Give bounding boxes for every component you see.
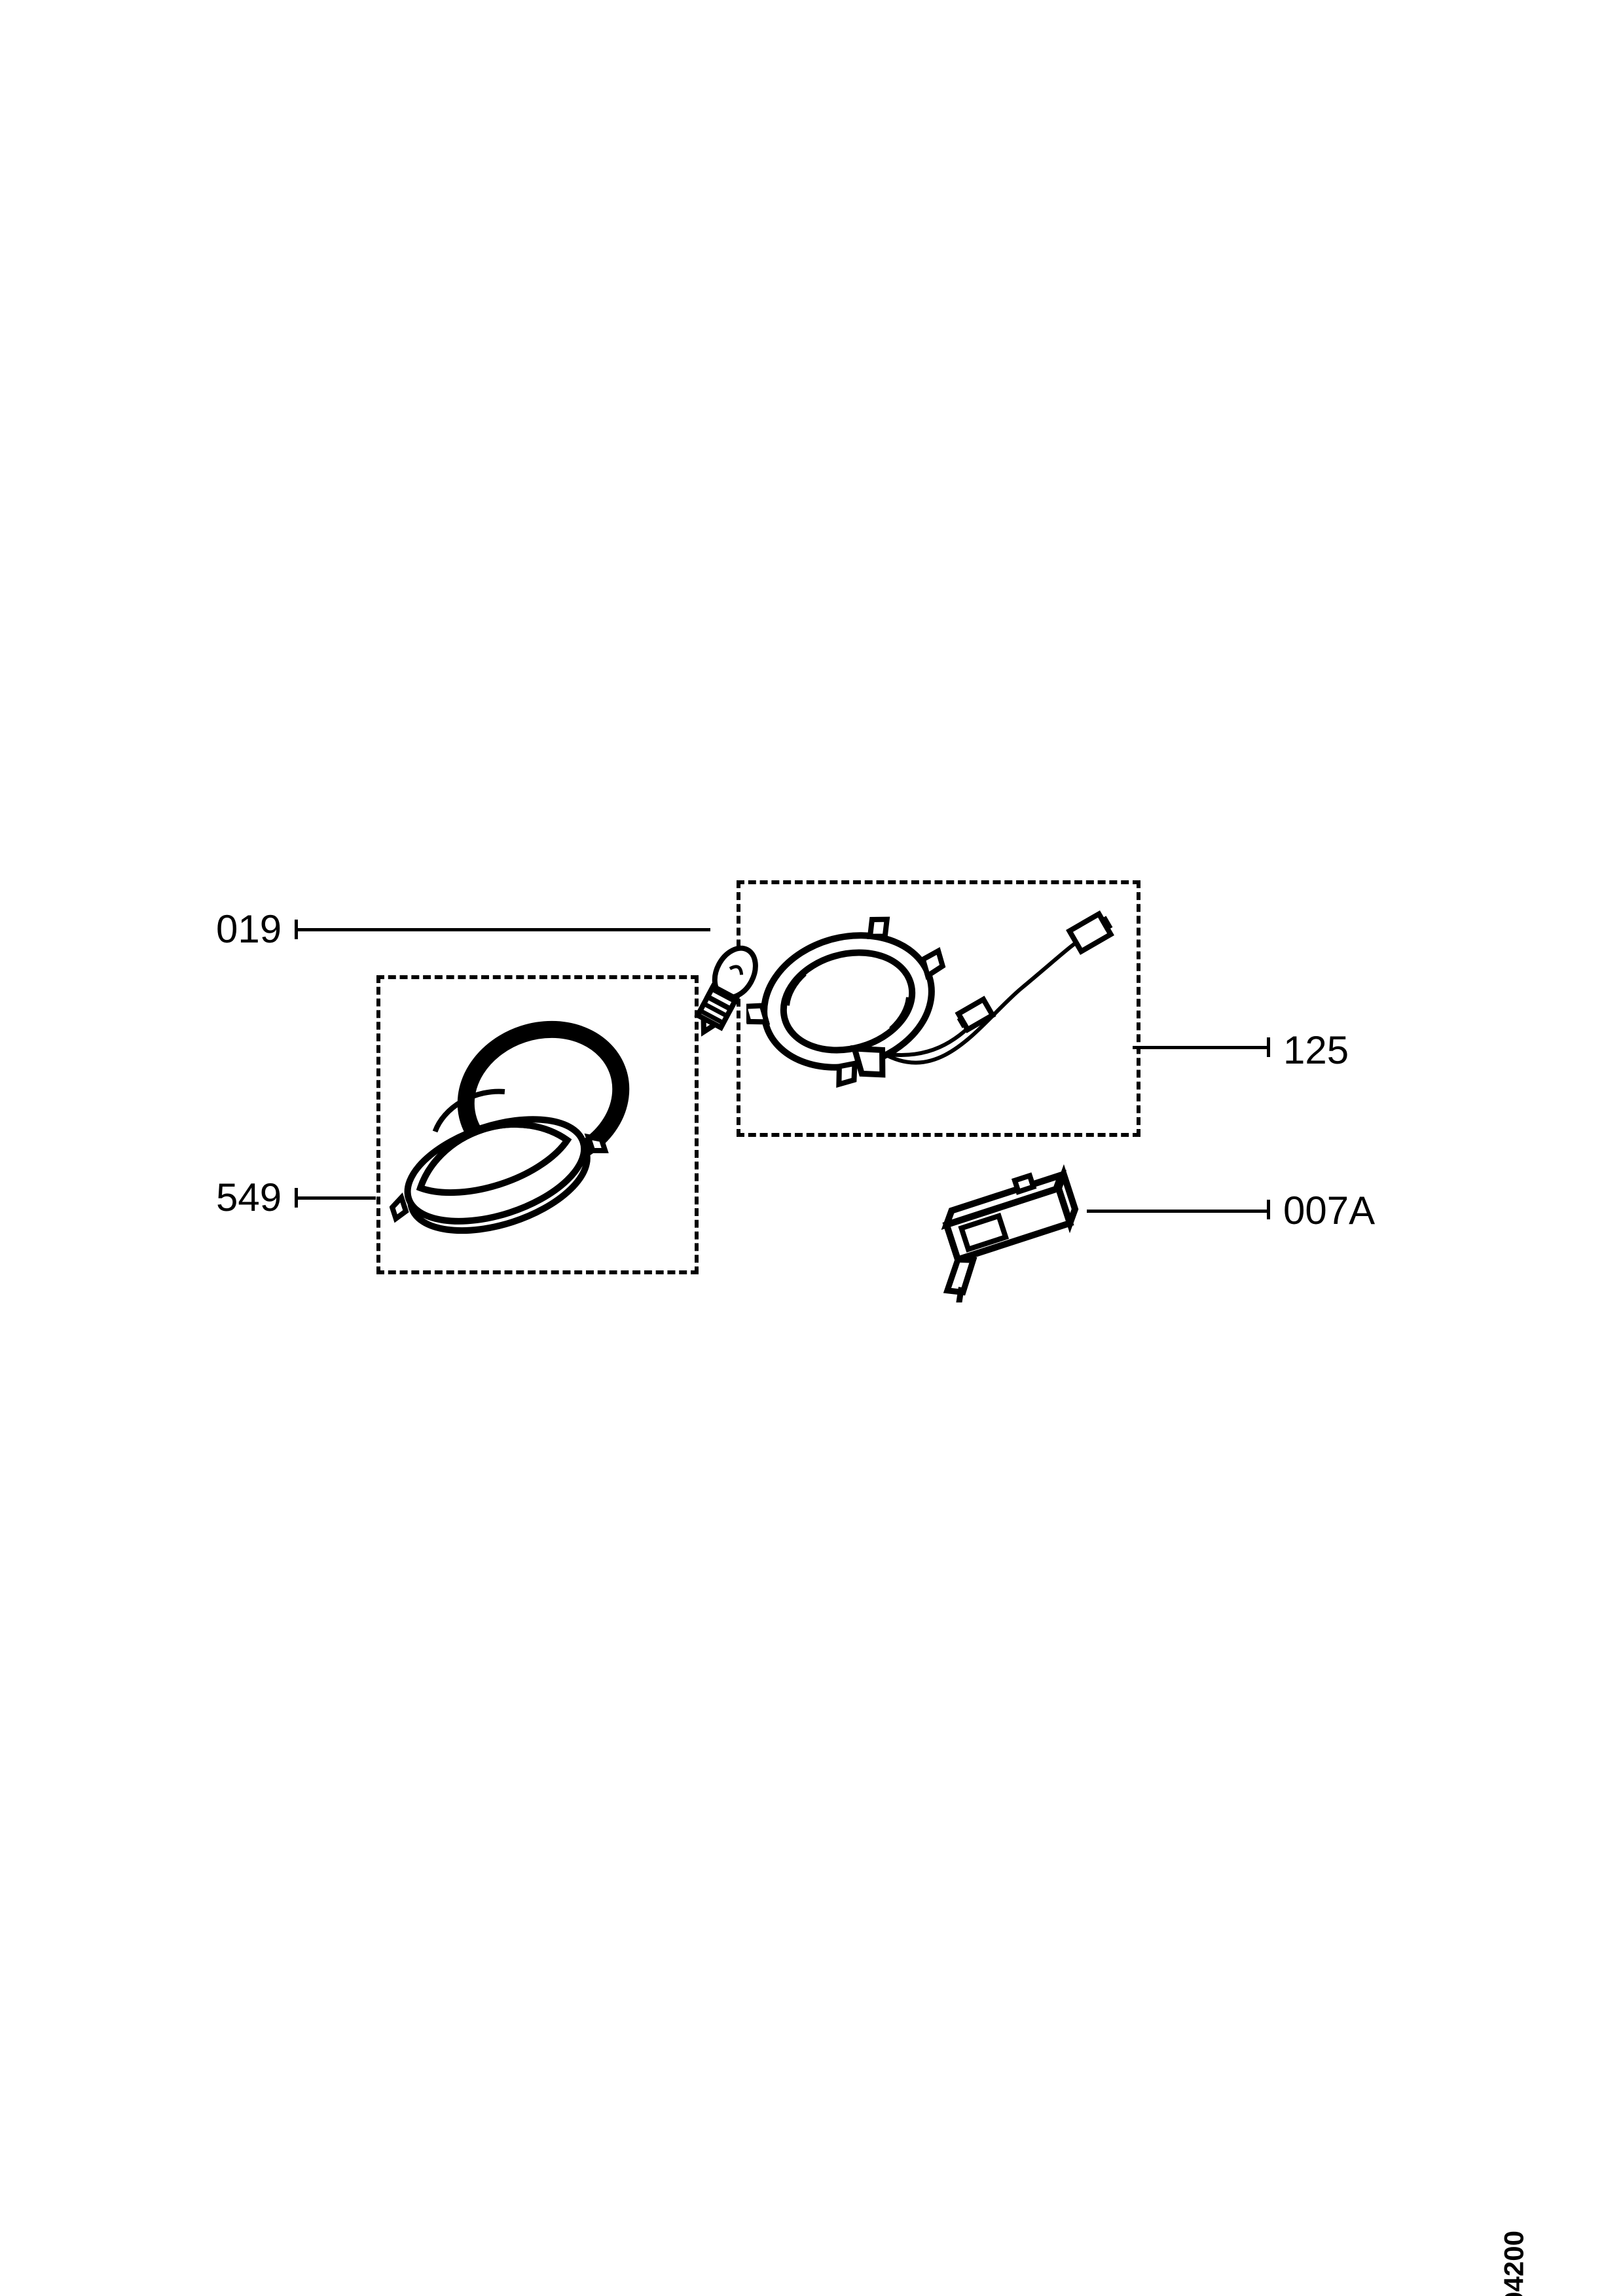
cap-and-seal-icon [390, 998, 678, 1253]
page-root: 019 549 125 007A [0, 0, 1623, 2296]
leader-125-tick [1267, 1037, 1270, 1057]
leader-007a [1087, 1210, 1270, 1213]
callout-549: 549 [216, 1178, 282, 1217]
latch-assembly-icon [910, 1158, 1106, 1302]
drawing-number-label: Explosionszeichnungs Nr.: N59112004200 [1498, 2231, 1529, 2296]
footer-meta: Explosionszeichnungs Nr.: N59112004200 N… [1498, 2231, 1558, 2296]
lamp-socket-ring-icon [746, 890, 1126, 1119]
leader-125 [1133, 1046, 1270, 1049]
leader-007a-tick [1267, 1200, 1270, 1219]
callout-125: 125 [1283, 1031, 1349, 1070]
drawing-number-sublabel: Number of picture [1529, 2231, 1558, 2296]
callout-007a: 007A [1283, 1191, 1375, 1230]
drawing-number-value: N59112004200 [1498, 2231, 1529, 2296]
leader-549 [295, 1196, 376, 1200]
leader-019 [295, 928, 710, 931]
callout-019: 019 [216, 910, 282, 949]
